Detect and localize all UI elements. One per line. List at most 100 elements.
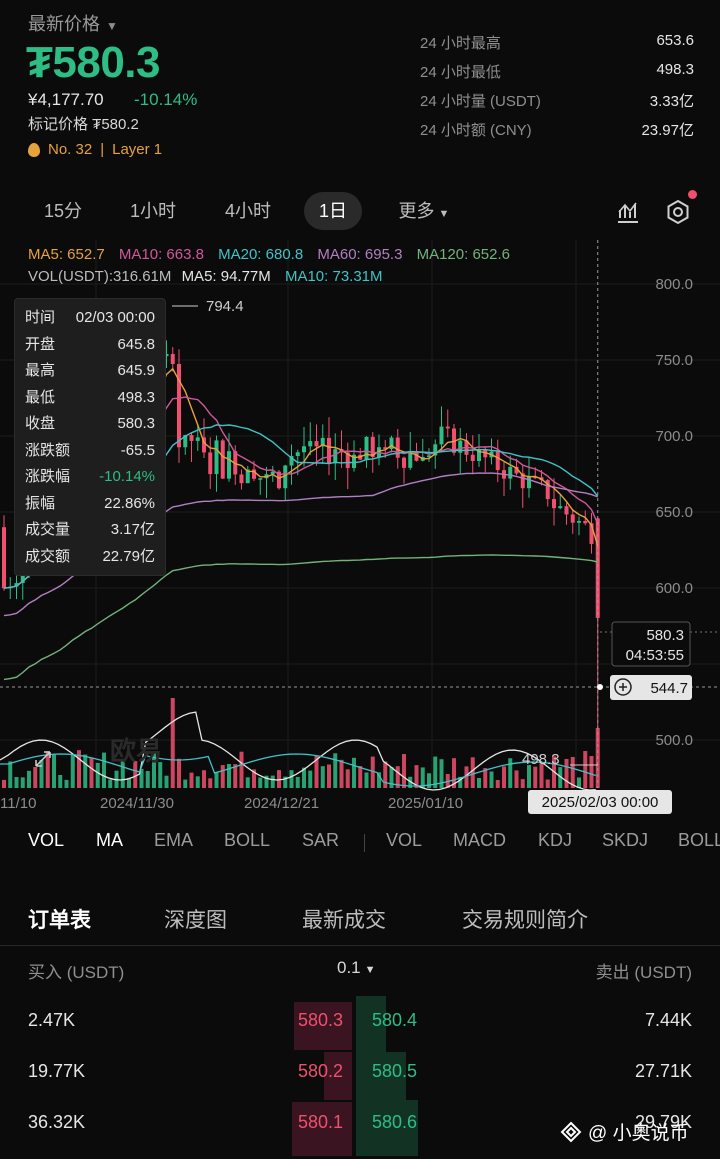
tab-depth[interactable]: 深度图 bbox=[164, 909, 227, 932]
candle-body bbox=[583, 520, 588, 524]
precision-selector[interactable]: 0.1 ▼ bbox=[337, 958, 376, 978]
candle-body bbox=[233, 451, 238, 475]
volume-bar bbox=[333, 753, 338, 788]
vol-legend: VOL(USDT):316.61M MA5: 94.77M MA10: 73.3… bbox=[28, 268, 393, 285]
volume-bar bbox=[52, 753, 56, 788]
volume-bar bbox=[20, 777, 25, 788]
candle-body bbox=[295, 452, 300, 457]
candle-body bbox=[283, 465, 288, 489]
ma20-value: MA20: 680.8 bbox=[218, 246, 304, 263]
volume-bar bbox=[189, 772, 194, 788]
candle-body bbox=[164, 353, 169, 357]
tooltip-row: 最低 498.3 bbox=[25, 385, 155, 412]
tooltip-row: 成交量 3.17亿 bbox=[25, 517, 155, 544]
ind-skdj[interactable]: SKDJ bbox=[602, 830, 649, 850]
volume-bar bbox=[452, 758, 456, 788]
volume-bar bbox=[133, 761, 138, 788]
stat-row: 24 小时最高 653.6 bbox=[420, 32, 694, 61]
volume-bar bbox=[177, 758, 181, 788]
tab-order-book[interactable]: 订单表 bbox=[28, 909, 91, 932]
volume-bar bbox=[95, 762, 100, 788]
depth-bars bbox=[292, 996, 418, 1156]
tooltip-row: 振幅 22.86% bbox=[25, 491, 155, 518]
tooltip-value: 645.9 bbox=[117, 362, 155, 379]
bid-depth-bar bbox=[292, 1102, 352, 1156]
tab-rules[interactable]: 交易规则简介 bbox=[462, 909, 588, 932]
ind-ma[interactable]: MA bbox=[96, 830, 123, 850]
stat-value: 498.3 bbox=[656, 61, 694, 78]
tab-4h[interactable]: 4小时 bbox=[224, 201, 271, 221]
volume-bar bbox=[483, 768, 488, 788]
volume-bar bbox=[458, 776, 463, 788]
x-tick-label: 2025/01/10 bbox=[388, 795, 463, 812]
book-row[interactable]: 2.47K 580.3 580.4 7.44K bbox=[0, 1000, 720, 1050]
volume-bar bbox=[383, 761, 388, 788]
tooltip-row: 成交额 22.79亿 bbox=[25, 544, 155, 571]
stat-label: 24 小时最高 bbox=[420, 35, 501, 52]
ind-macd[interactable]: MACD bbox=[453, 830, 506, 850]
bid-header: 买入 (USDT) bbox=[28, 963, 125, 982]
volume-bar bbox=[270, 775, 275, 788]
volume-bar bbox=[70, 754, 75, 788]
ask-price: 580.6 bbox=[372, 1112, 418, 1132]
tab-trades[interactable]: 最新成交 bbox=[302, 909, 386, 932]
candle-body bbox=[345, 452, 350, 469]
candle-body bbox=[445, 426, 450, 429]
candle-body bbox=[458, 440, 463, 453]
ask-header: 卖出 (USDT) bbox=[595, 963, 692, 982]
rank-label: No. 32 bbox=[48, 141, 93, 158]
volume-bar bbox=[470, 757, 475, 788]
volume-ma5-line bbox=[0, 711, 596, 791]
add-alert-icon bbox=[614, 678, 632, 696]
ind-boll[interactable]: BOLL bbox=[224, 830, 271, 850]
volume-bar bbox=[283, 776, 288, 788]
ind-ema[interactable]: EMA bbox=[154, 830, 194, 850]
settings-icon[interactable] bbox=[664, 198, 692, 226]
volume-bar bbox=[502, 766, 506, 788]
tab-more[interactable]: 更多 ▼ bbox=[384, 192, 464, 230]
book-row[interactable]: 19.77K 580.2 580.5 27.71K bbox=[0, 1051, 720, 1101]
author-watermark: @ 小奥说币 bbox=[560, 1118, 689, 1145]
latest-price-selector[interactable]: 最新价格 ▼ bbox=[28, 10, 118, 36]
rank-row[interactable]: No. 32 | Layer 1 bbox=[28, 141, 162, 158]
volume-bar bbox=[227, 764, 231, 788]
x-tick-label: 11/10 bbox=[0, 795, 36, 812]
bid-depth-bar bbox=[324, 1052, 352, 1100]
vol-ma5-value: MA5: 94.77M bbox=[181, 268, 271, 285]
volume-bar bbox=[277, 770, 281, 788]
candle-body bbox=[202, 437, 206, 453]
book-row[interactable]: 36.32K 580.1 580.6 29.79K bbox=[0, 1102, 720, 1152]
tooltip-key: 涨跌幅 bbox=[25, 468, 71, 485]
ind-sub-boll[interactable]: BOLL bbox=[678, 830, 720, 850]
chart-indicator-icon[interactable] bbox=[614, 198, 642, 226]
volume-bar bbox=[489, 771, 494, 788]
ind-sub-vol[interactable]: VOL bbox=[386, 830, 423, 850]
volume-bar bbox=[345, 769, 350, 788]
tab-1d[interactable]: 1日 bbox=[304, 192, 362, 230]
volume-bar bbox=[158, 762, 163, 788]
volume-bar bbox=[395, 766, 400, 788]
tab-more-label: 更多 bbox=[398, 201, 435, 221]
volume-bar bbox=[570, 757, 575, 788]
tab-15m[interactable]: 15分 bbox=[43, 201, 83, 221]
ind-sar[interactable]: SAR bbox=[302, 830, 340, 850]
volume-bar bbox=[220, 765, 225, 788]
tooltip-row: 涨跌额 -65.5 bbox=[25, 438, 155, 465]
volume-bar bbox=[408, 776, 413, 788]
volume-bar bbox=[420, 767, 425, 788]
candle-body bbox=[383, 447, 388, 449]
author-name: @ 小奥说币 bbox=[588, 1123, 689, 1144]
ind-vol[interactable]: VOL bbox=[28, 830, 65, 850]
tab-1h[interactable]: 1小时 bbox=[129, 201, 176, 221]
ind-kdj[interactable]: KDJ bbox=[538, 830, 573, 850]
volume-bar bbox=[127, 778, 131, 788]
volume-bar bbox=[8, 761, 13, 788]
stat-row: 24 小时最低 498.3 bbox=[420, 61, 694, 90]
x-tick-label: 2024/11/30 bbox=[100, 795, 174, 812]
volume-bar bbox=[108, 779, 113, 788]
y-tick-label: 800.0 bbox=[655, 276, 693, 293]
volume-bar bbox=[589, 756, 594, 788]
tooltip-key: 最低 bbox=[25, 388, 56, 406]
flame-icon bbox=[28, 142, 40, 157]
rank-separator: | bbox=[100, 141, 105, 158]
